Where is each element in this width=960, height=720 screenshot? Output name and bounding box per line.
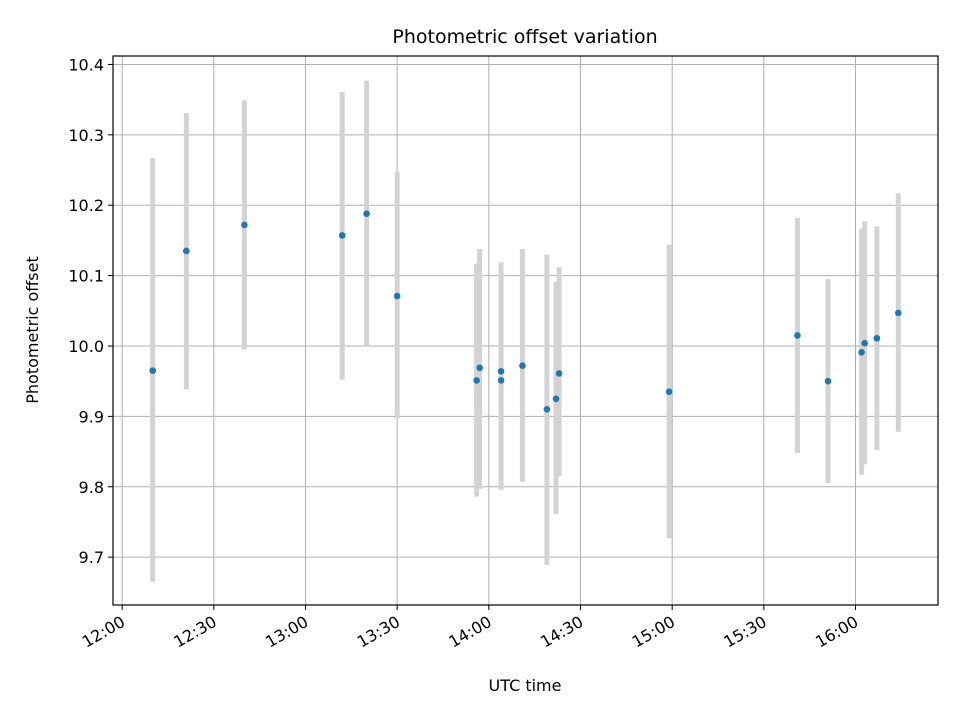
x-axis-label: UTC time	[489, 676, 562, 695]
y-tick-label: 9.9	[79, 407, 104, 426]
y-tick-label: 10.1	[68, 267, 104, 286]
data-point	[393, 292, 401, 300]
data-point	[241, 221, 248, 229]
data-point	[543, 406, 551, 413]
data-point	[497, 377, 505, 384]
data-point	[519, 362, 526, 369]
data-point	[476, 364, 483, 372]
y-tick-label: 10.2	[68, 196, 104, 215]
y-axis: 9.7 9.8 9.9 10.0 10.1 10.2 10.3 10.4	[68, 55, 113, 567]
y-tick-label: 9.8	[79, 478, 104, 497]
data-point	[497, 368, 505, 375]
data-point	[555, 370, 563, 377]
data-point	[873, 334, 881, 342]
y-tick-label: 10.4	[68, 55, 104, 74]
data-points	[149, 210, 902, 413]
data-point	[338, 232, 346, 239]
chart-title: Photometric offset variation	[392, 26, 657, 48]
y-tick-label: 10.0	[68, 337, 104, 356]
data-point	[794, 332, 801, 339]
data-point	[861, 339, 868, 347]
data-point	[363, 210, 370, 217]
data-point	[894, 309, 902, 317]
data-point	[665, 388, 673, 396]
y-tick-label: 9.7	[79, 548, 104, 567]
data-point	[473, 377, 480, 384]
data-point	[824, 377, 832, 385]
data-point	[183, 247, 190, 255]
y-tick-label: 10.3	[68, 126, 104, 145]
plot-frame	[112, 55, 939, 606]
y-axis-label: Photometric offset	[23, 256, 42, 404]
data-point	[552, 395, 560, 403]
grid	[113, 56, 938, 605]
data-point	[149, 367, 157, 374]
data-point	[858, 349, 865, 356]
